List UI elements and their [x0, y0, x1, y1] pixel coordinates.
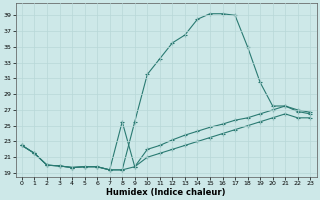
X-axis label: Humidex (Indice chaleur): Humidex (Indice chaleur)	[106, 188, 226, 197]
